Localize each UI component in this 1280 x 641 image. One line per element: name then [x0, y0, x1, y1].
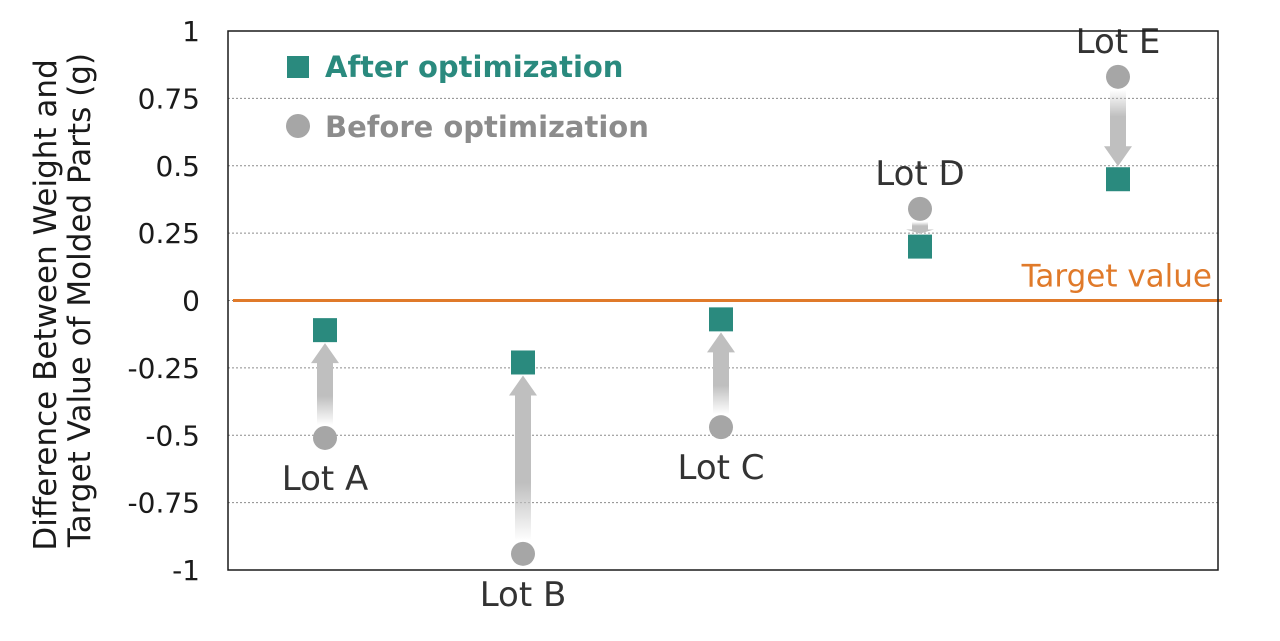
legend-after-swatch	[287, 56, 309, 78]
y-axis-title: Difference Between Weight and Target Val…	[28, 49, 98, 550]
change-arrows	[311, 89, 1132, 541]
y-tick-label: 0	[182, 285, 200, 318]
before-optimization-point	[313, 425, 337, 450]
lot-label: Lot E	[1076, 22, 1161, 62]
after-optimization-point	[908, 234, 932, 259]
y-axis-title-line-2: Target Value of Molded Parts (g)	[62, 53, 98, 548]
y-tick-label: -1	[172, 554, 200, 587]
lot-label: Lot B	[480, 575, 567, 615]
before-optimization-point	[908, 196, 932, 221]
y-tick-label: -0.5	[145, 419, 200, 452]
legend: After optimization Before optimization	[286, 50, 649, 144]
lot-label: Lot C	[677, 448, 764, 488]
lot-label: Lot D	[875, 154, 964, 194]
legend-before-label: Before optimization	[325, 110, 649, 144]
y-tick-label: 1	[182, 15, 200, 48]
data-markers	[313, 64, 1130, 566]
after-optimization-point	[709, 307, 733, 332]
target-line-group: Target value	[233, 259, 1222, 302]
change-arrow	[509, 375, 537, 541]
target-value-label: Target value	[1021, 259, 1212, 295]
lot-labels: Lot A Lot B Lot C Lot D Lot E	[282, 22, 1161, 615]
after-optimization-point	[511, 350, 535, 375]
change-arrow	[311, 343, 339, 425]
after-optimization-point	[313, 318, 337, 343]
y-axis-ticks: 1 0.75 0.5 0.25 0 -0.25 -0.5 -0.75 -1	[128, 15, 200, 587]
y-tick-label: 0.5	[155, 150, 200, 183]
after-optimization-point	[1106, 167, 1130, 192]
y-tick-label: -0.75	[128, 487, 200, 520]
before-optimization-point	[709, 415, 733, 440]
before-optimization-point	[1106, 64, 1130, 89]
legend-after-label: After optimization	[325, 50, 623, 84]
plot-area-frame	[227, 30, 1219, 571]
before-optimization-point	[511, 541, 535, 566]
y-tick-label: 0.25	[138, 217, 200, 250]
y-tick-label: 0.75	[138, 82, 200, 115]
change-arrow	[1104, 89, 1132, 167]
legend-before-swatch	[286, 114, 310, 138]
change-arrow	[707, 332, 735, 415]
y-tick-label: -0.25	[128, 352, 200, 385]
lot-label: Lot A	[282, 459, 369, 499]
change-arrow	[906, 221, 934, 234]
y-axis-title-line-1: Difference Between Weight and	[28, 59, 64, 550]
